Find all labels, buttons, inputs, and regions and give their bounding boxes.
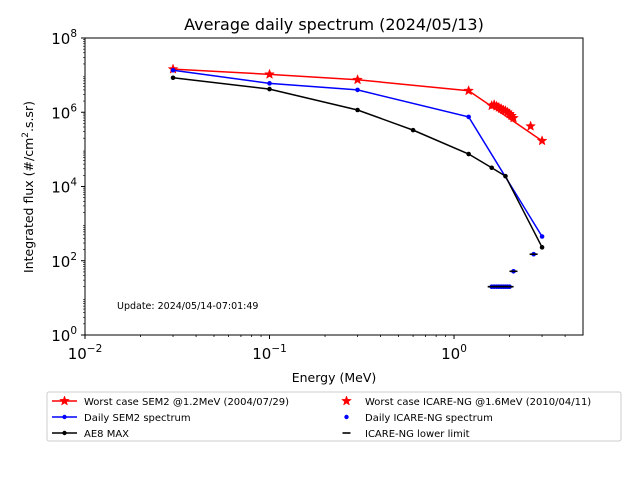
legend-label: ICARE-NG lower limit: [365, 429, 470, 440]
y-axis-label: Integrated flux (#/cm2.s.sr): [21, 101, 36, 273]
series-5: [487, 253, 538, 288]
x-tick-label: 100: [441, 343, 467, 363]
data-point: [539, 245, 545, 250]
data-point: [525, 120, 537, 131]
plot-frame: [84, 37, 584, 336]
update-annotation: Update: 2024/05/14-07:01:49: [117, 301, 258, 312]
legend-frame: [46, 391, 622, 442]
series-4: [489, 251, 536, 289]
data-point: [410, 127, 416, 133]
legend-item-4: Daily ICARE-NG spectrum: [344, 413, 493, 424]
data-point: [352, 74, 363, 85]
legend-item-1: Daily SEM2 spectrum: [52, 413, 191, 424]
legend-marker: [341, 395, 352, 406]
data-point: [264, 68, 275, 79]
legend-item-0: Worst case SEM2 @1.2MeV (2004/07/29): [52, 395, 289, 408]
x-tick-label: 10−1: [252, 343, 287, 363]
legend-item-2: AE8 MAX: [52, 429, 129, 440]
series-3: [486, 98, 537, 131]
data-point: [355, 87, 360, 93]
series-1: [170, 67, 545, 239]
y-tick-label: 104: [51, 177, 77, 197]
data-point: [170, 75, 176, 81]
chart-title: Average daily spectrum (2024/05/13): [184, 15, 484, 34]
data-point: [539, 234, 545, 239]
legend: Worst case SEM2 @1.2MeV (2004/07/29) Dail…: [46, 391, 622, 442]
legend-marker: [344, 414, 349, 420]
series-line: [172, 77, 543, 248]
y-tick-label: 106: [51, 102, 77, 122]
x-tick-label: 10−2: [68, 343, 103, 363]
data-point: [536, 135, 548, 146]
x-axis-label: Energy (MeV): [292, 370, 377, 385]
legend-item-3: Worst case ICARE-NG @1.6MeV (2010/04/11): [341, 395, 591, 408]
legend-marker: [62, 430, 67, 436]
legend-label: AE8 MAX: [84, 429, 129, 440]
legend-marker: [59, 395, 70, 406]
data-point: [355, 107, 360, 113]
data-point: [466, 151, 471, 157]
data-point: [508, 112, 519, 123]
data-point: [463, 85, 475, 96]
y-tick-label: 100: [51, 325, 77, 345]
data-point: [267, 81, 272, 86]
data-point: [503, 173, 508, 179]
data-point: [489, 165, 494, 171]
y-tick-label: 102: [51, 251, 77, 271]
legend-marker: [62, 414, 67, 420]
legend-item-5: ICARE-NG lower limit: [342, 429, 470, 440]
series-2: [170, 75, 545, 250]
legend-label: Worst case SEM2 @1.2MeV (2004/07/29): [84, 397, 289, 408]
legend-label: Daily ICARE-NG spectrum: [365, 413, 493, 424]
legend-label: Daily SEM2 spectrum: [84, 413, 191, 424]
legend-label: Worst case ICARE-NG @1.6MeV (2010/04/11): [365, 397, 591, 408]
data-point: [170, 67, 176, 73]
data-point: [267, 86, 272, 92]
y-tick-label: 108: [51, 28, 77, 48]
data-point: [466, 114, 471, 120]
